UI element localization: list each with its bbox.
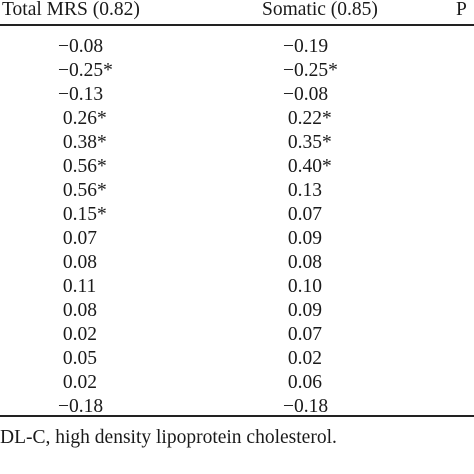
- cell-somatic: −0.08: [283, 84, 329, 105]
- cell-total-mrs: 0.08: [58, 252, 97, 273]
- cell-total-mrs: −0.25*: [58, 60, 113, 81]
- cell-total-mrs: 0.15*: [58, 204, 107, 225]
- cell-total-mrs: −0.08: [58, 36, 104, 57]
- table-row: −0.08 −0.19: [0, 35, 474, 59]
- cell-somatic: 0.35*: [283, 132, 332, 153]
- table-row: 0.08 0.08: [0, 251, 474, 275]
- cell-somatic: 0.08: [283, 252, 322, 273]
- table-row: 0.56* 0.13: [0, 179, 474, 203]
- cell-total-mrs: 0.07: [58, 228, 97, 249]
- cell-total-mrs: 0.26*: [58, 108, 107, 129]
- table-footnote: DL-C, high density lipoprotein cholester…: [0, 427, 337, 448]
- table-row: 0.02 0.06: [0, 371, 474, 395]
- table-body: −0.08 −0.19 −0.25* −0.25* −0.13 −0.08 0.26* 0…: [0, 35, 474, 419]
- cell-somatic: 0.13: [283, 180, 322, 201]
- header-partial-column: P: [456, 0, 467, 20]
- table-row: −0.18 −0.18: [0, 395, 474, 419]
- cell-somatic: 0.09: [283, 300, 322, 321]
- cell-somatic: 0.07: [283, 324, 322, 345]
- cell-total-mrs: −0.18: [58, 396, 104, 417]
- cell-total-mrs: 0.02: [58, 324, 97, 345]
- cell-somatic: 0.06: [283, 372, 322, 393]
- cell-somatic: 0.07: [283, 204, 322, 225]
- header-somatic: Somatic (0.85): [262, 0, 378, 20]
- table-row: 0.56* 0.40*: [0, 155, 474, 179]
- table-row: 0.38* 0.35*: [0, 131, 474, 155]
- table-row: 0.02 0.07: [0, 323, 474, 347]
- cell-total-mrs: 0.38*: [58, 132, 107, 153]
- table-top-rule: [0, 24, 474, 26]
- cell-total-mrs: 0.56*: [58, 180, 107, 201]
- table-row: 0.15* 0.07: [0, 203, 474, 227]
- table-row: 0.08 0.09: [0, 299, 474, 323]
- cell-somatic: 0.22*: [283, 108, 332, 129]
- header-total-mrs: Total MRS (0.82): [2, 0, 140, 20]
- table-bottom-rule: [0, 415, 474, 417]
- cell-total-mrs: 0.02: [58, 372, 97, 393]
- table-row: 0.05 0.02: [0, 347, 474, 371]
- cell-somatic: −0.25*: [283, 60, 338, 81]
- table-row: 0.11 0.10: [0, 275, 474, 299]
- cell-total-mrs: 0.08: [58, 300, 97, 321]
- cell-total-mrs: 0.56*: [58, 156, 107, 177]
- cell-somatic: 0.10: [283, 276, 322, 297]
- cell-total-mrs: −0.13: [58, 84, 104, 105]
- cell-total-mrs: 0.05: [58, 348, 97, 369]
- table-row: 0.07 0.09: [0, 227, 474, 251]
- cell-somatic: −0.18: [283, 396, 329, 417]
- cell-total-mrs: 0.11: [58, 276, 97, 297]
- table-row: 0.26* 0.22*: [0, 107, 474, 131]
- table-row: −0.13 −0.08: [0, 83, 474, 107]
- cell-somatic: 0.40*: [283, 156, 332, 177]
- cell-somatic: 0.02: [283, 348, 322, 369]
- table-row: −0.25* −0.25*: [0, 59, 474, 83]
- cell-somatic: 0.09: [283, 228, 322, 249]
- cell-somatic: −0.19: [283, 36, 329, 57]
